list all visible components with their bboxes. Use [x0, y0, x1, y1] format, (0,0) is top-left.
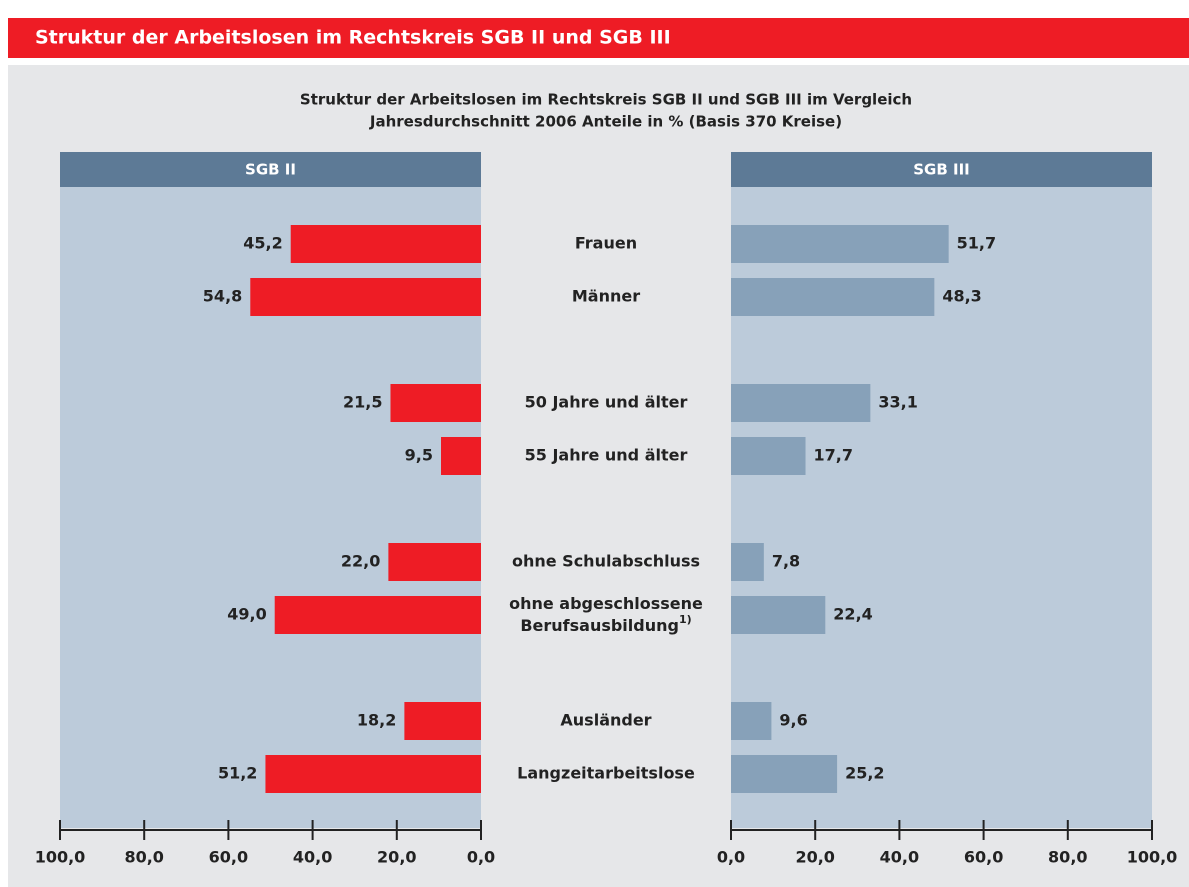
x-tick-label: 0,0 — [717, 848, 745, 867]
category-label: 55 Jahre und älter — [525, 446, 688, 465]
value-label: 18,2 — [357, 711, 396, 730]
x-tick-label: 0,0 — [467, 848, 495, 867]
x-tick-label: 40,0 — [293, 848, 332, 867]
chart-subtitle: Jahresdurchschnitt 2006 Anteile in % (Ba… — [369, 113, 842, 131]
category-label: Frauen — [575, 234, 637, 253]
bar — [731, 278, 935, 316]
category-label: ohne abgeschlossene Berufsausbildung1) — [509, 594, 703, 635]
category-label: ohne Schulabschluss — [512, 552, 700, 571]
x-tick-label: 20,0 — [377, 848, 416, 867]
value-label: 21,5 — [343, 393, 382, 412]
bar — [731, 225, 949, 263]
bar — [441, 437, 481, 475]
bar — [731, 437, 806, 475]
value-label: 48,3 — [942, 287, 981, 306]
bar — [731, 755, 838, 793]
header-title: Struktur der Arbeitslosen im Rechtskreis… — [35, 27, 671, 49]
value-label: 22,0 — [341, 552, 380, 571]
x-tick-label: 60,0 — [964, 848, 1003, 867]
bar — [274, 596, 481, 634]
value-label: 45,2 — [243, 234, 282, 253]
chart-title: Struktur der Arbeitslosen im Rechtskreis… — [300, 91, 912, 109]
bar — [731, 543, 764, 581]
category-label: Langzeitarbeitslose — [517, 764, 695, 783]
x-tick-label: 80,0 — [1048, 848, 1087, 867]
x-tick-label: 100,0 — [1127, 848, 1178, 867]
bar — [390, 384, 481, 422]
category-label: 50 Jahre und älter — [525, 393, 688, 412]
value-label: 51,2 — [218, 764, 257, 783]
value-label: 51,7 — [957, 234, 996, 253]
category-label: Ausländer — [560, 711, 651, 730]
value-label: 7,8 — [772, 552, 800, 571]
panel-header — [60, 152, 481, 187]
value-label: 22,4 — [833, 605, 872, 624]
value-label: 9,5 — [405, 446, 433, 465]
value-label: 33,1 — [878, 393, 917, 412]
footnote-mark: 1) — [679, 613, 692, 626]
value-label: 17,7 — [814, 446, 853, 465]
x-tick-label: 100,0 — [35, 848, 86, 867]
value-label: 49,0 — [227, 605, 266, 624]
panel-header — [731, 152, 1152, 187]
bar — [731, 384, 871, 422]
panel-title: SGB III — [913, 161, 970, 179]
x-tick-label: 20,0 — [795, 848, 834, 867]
header-bar — [8, 18, 1189, 58]
bar — [290, 225, 481, 263]
bar — [404, 702, 481, 740]
x-tick-label: 40,0 — [880, 848, 919, 867]
category-label: Männer — [572, 287, 640, 306]
bar — [250, 278, 481, 316]
bar — [731, 702, 772, 740]
x-tick-label: 80,0 — [124, 848, 163, 867]
bar — [265, 755, 481, 793]
value-label: 9,6 — [779, 711, 807, 730]
panel-title: SGB II — [245, 161, 296, 179]
bar — [388, 543, 481, 581]
bar — [731, 596, 826, 634]
value-label: 54,8 — [203, 287, 242, 306]
x-tick-label: 60,0 — [209, 848, 248, 867]
value-label: 25,2 — [845, 764, 884, 783]
